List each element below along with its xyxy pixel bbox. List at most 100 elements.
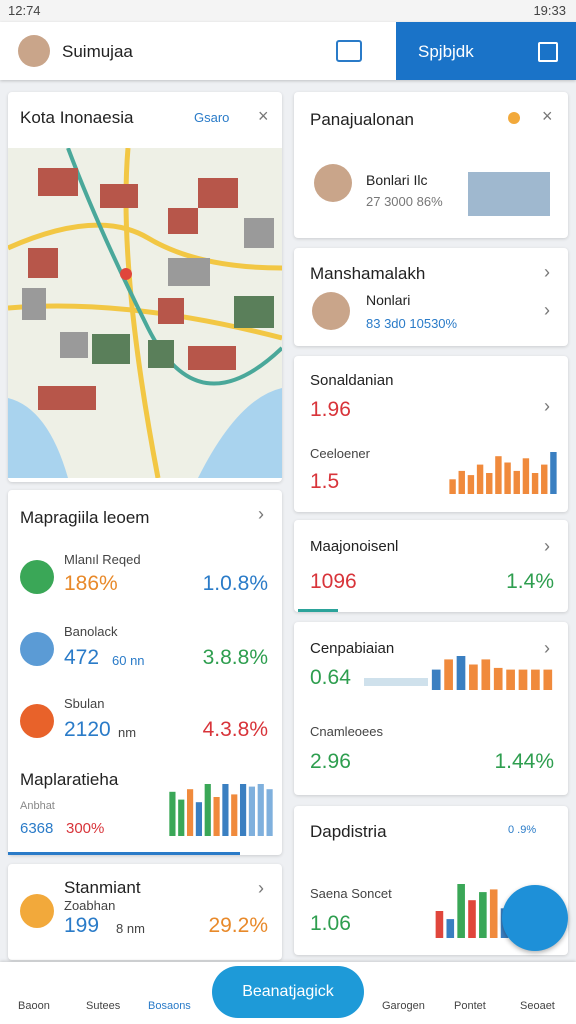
dap-value: 1.06	[310, 912, 351, 935]
sonal-card: Sonaldanian 1.96 › Ceeloener 1.5	[294, 356, 568, 512]
bar	[522, 458, 530, 494]
chevron[interactable]: ›	[544, 536, 550, 556]
chevron[interactable]: ›	[258, 878, 264, 898]
sonal-label: Ceeloener	[310, 446, 370, 461]
close[interactable]: ×	[258, 106, 269, 126]
nav-item[interactable]: Bosaons	[148, 1000, 191, 1012]
item-icon	[20, 894, 54, 928]
bar	[469, 664, 478, 690]
thumbnail[interactable]	[468, 172, 550, 216]
sub-value: 6368	[20, 820, 54, 837]
chevron[interactable]: ›	[258, 504, 264, 524]
cenpa-value2: 2.96	[310, 750, 351, 773]
user-name: Suimujaa	[62, 42, 133, 61]
bar	[495, 456, 502, 494]
sonal-value2: 1.5	[310, 470, 340, 493]
chevron[interactable]: ›	[544, 262, 550, 282]
sub-label: Anbhat	[20, 800, 55, 812]
nav-item[interactable]: Garogen	[382, 1000, 425, 1012]
bar	[476, 464, 484, 494]
item-value: 2120	[64, 718, 111, 741]
mini-chart	[449, 452, 557, 494]
close[interactable]: ×	[542, 106, 553, 126]
bar	[468, 900, 476, 938]
bar	[435, 911, 444, 938]
chevron[interactable]: ›	[544, 300, 550, 320]
header-button-label: Spjbjdk	[418, 42, 474, 61]
nav-item[interactable]: Pontet	[454, 1000, 486, 1012]
map[interactable]	[8, 148, 282, 478]
manage-detail: 83 3d0 10530%	[366, 316, 458, 331]
sonal-title: Sonaldanian	[310, 372, 394, 389]
avatar	[312, 292, 350, 330]
bar	[169, 791, 176, 836]
bar	[518, 669, 528, 690]
item-value: 472	[64, 646, 100, 669]
bar	[543, 669, 553, 690]
major-title: Maajonoisenl	[310, 538, 399, 555]
status-time: 12:74	[8, 3, 41, 18]
item-icon	[20, 560, 54, 594]
item-change: 1.0.8%	[202, 572, 268, 595]
bar	[444, 659, 453, 690]
bottom-nav: Baoon Sutees Bosaons Beanatjagick Garoge…	[0, 962, 576, 1024]
sales-title: Panajualonan	[310, 110, 414, 129]
avatar	[314, 164, 352, 202]
bar	[486, 473, 493, 494]
bar	[456, 656, 466, 690]
bar	[504, 462, 511, 494]
bar	[541, 464, 548, 494]
fab[interactable]	[502, 885, 568, 951]
small-card: Stanmiant › Zoabhan 199 8 nm 29.2%	[8, 864, 282, 960]
sub-change: 300%	[66, 820, 105, 837]
nav-main-label: Beanatjagick	[242, 983, 334, 1000]
bar	[257, 784, 264, 836]
mini-chart	[169, 784, 273, 836]
bar	[493, 667, 503, 690]
bar	[481, 659, 491, 690]
small-title: Stanmiant	[64, 878, 141, 897]
item-label: Sbulan	[64, 696, 105, 711]
nav-item[interactable]: Baoon	[18, 1000, 50, 1012]
bar	[458, 470, 465, 494]
nav-main[interactable]: Beanatjagick	[212, 966, 364, 1018]
nav-item[interactable]: Seoaet	[520, 1000, 555, 1012]
bar	[506, 669, 515, 690]
item-change: 4.3.8%	[202, 718, 268, 741]
map-badge[interactable]: Gsaro	[194, 110, 230, 125]
item-value: 186%	[64, 572, 118, 595]
manage-card: Manshamalakh › Nonlari 83 3d0 10530% ›	[294, 248, 568, 346]
bar	[178, 799, 185, 836]
status-clock: 19:33	[533, 3, 566, 18]
header-button[interactable]: Spjbjdk	[396, 22, 576, 80]
bar	[195, 802, 203, 836]
bar	[231, 794, 238, 836]
item-unit: 60 nn	[112, 653, 145, 668]
bar	[222, 784, 229, 836]
app-header: Suimujaa Spjbjdk	[0, 22, 576, 80]
bar	[213, 797, 220, 836]
bar	[186, 789, 194, 836]
user-avatar[interactable]	[18, 35, 50, 67]
cenpa-value: 0.64	[310, 666, 351, 689]
bar	[431, 669, 441, 690]
small-label: Zoabhan	[64, 898, 116, 913]
bar	[446, 919, 455, 938]
cenpa-title: Cenpabiaian	[310, 640, 395, 657]
dap-title: Dapdistria	[310, 822, 387, 841]
nav-item[interactable]: Sutees	[86, 1000, 121, 1012]
cenpa-change: 1.44%	[494, 750, 554, 773]
item-unit: nm	[118, 725, 137, 740]
manage-title: Manshamalakh	[310, 264, 426, 283]
bar-track	[364, 678, 428, 686]
cenpa-card: Cenpabiaian › 0.64 Cnamleoees 2.96 1.44%	[294, 622, 568, 795]
major-card: Maajonoisenl › 1096 1.4%	[294, 520, 568, 612]
sales-name: Bonlari Ilc	[366, 172, 428, 188]
search-icon[interactable]	[336, 40, 362, 62]
bar	[513, 470, 520, 494]
chevron[interactable]: ›	[544, 638, 550, 658]
map-card: Kota Inonaesia Gsaro ×	[8, 92, 282, 482]
chevron[interactable]: ›	[544, 396, 550, 416]
manage-name: Nonlari	[366, 292, 411, 308]
